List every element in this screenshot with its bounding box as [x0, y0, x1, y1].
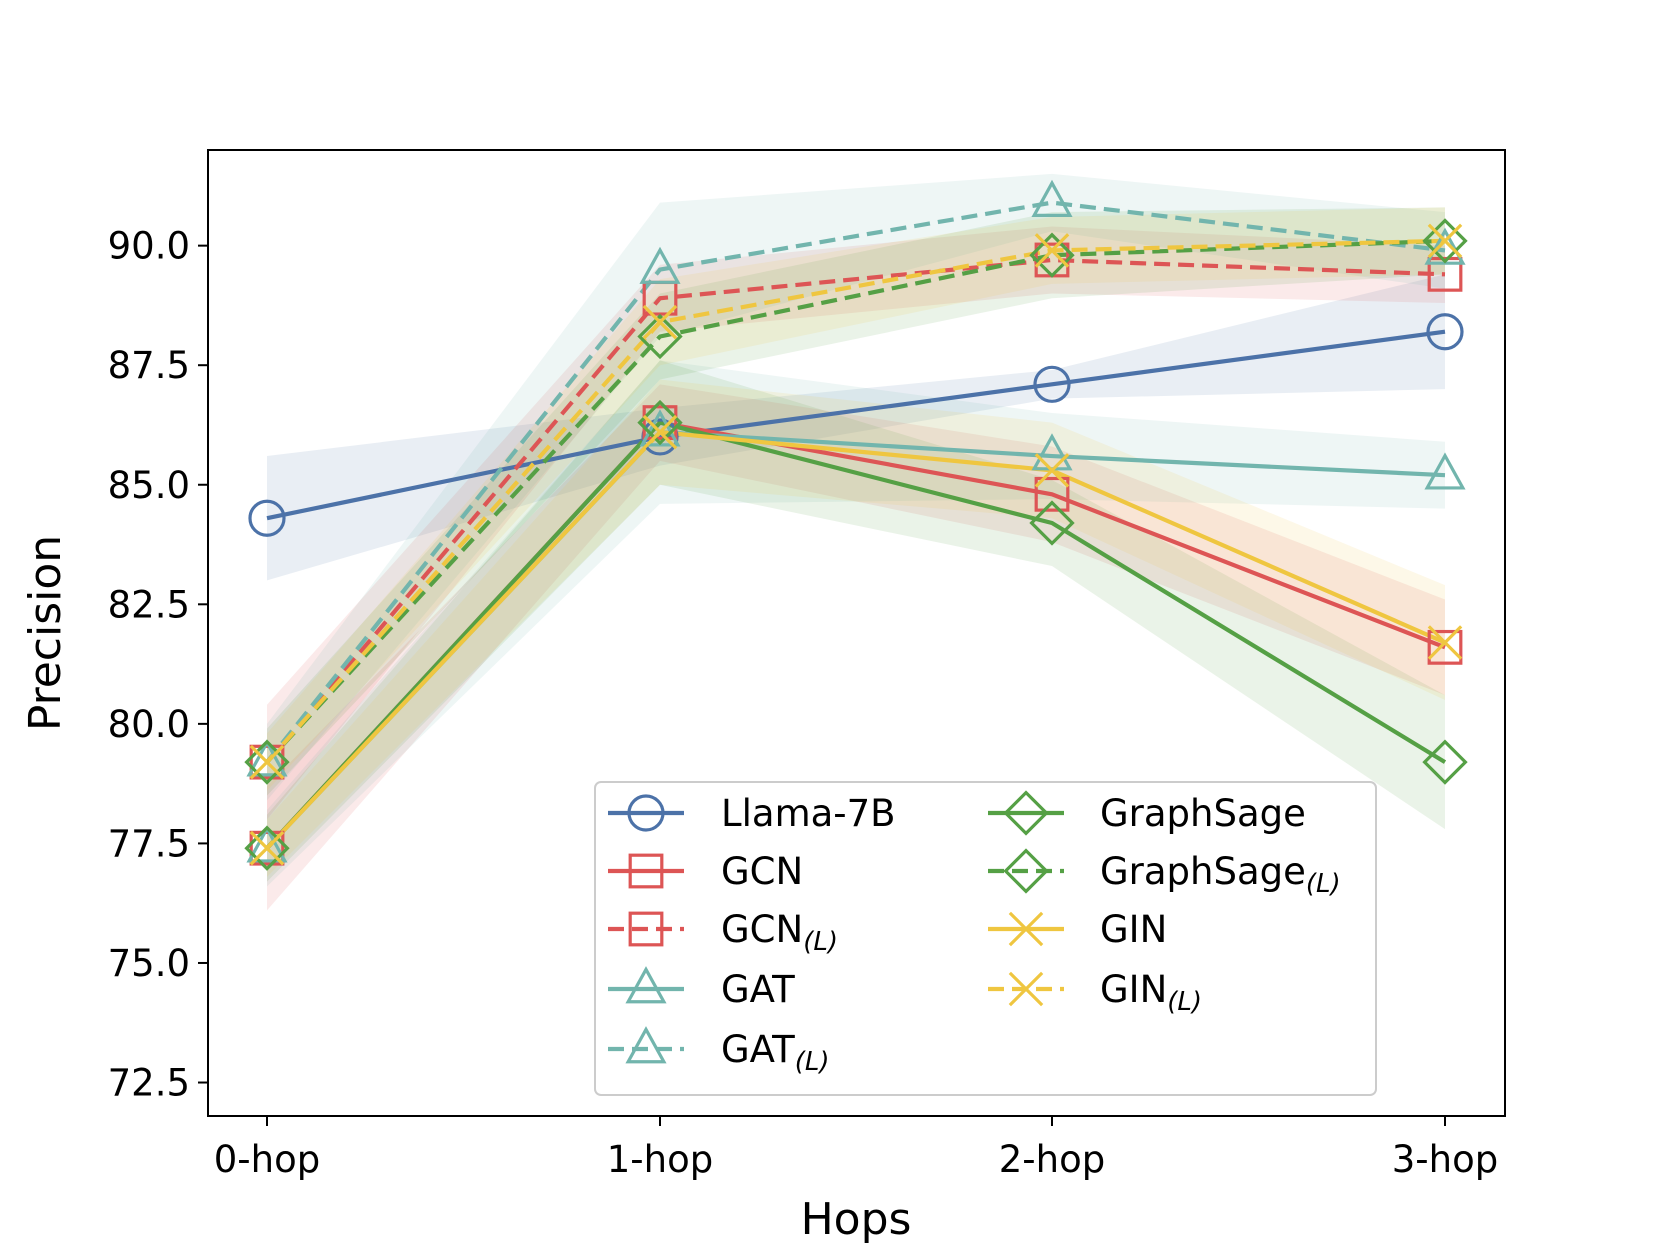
- legend: Llama-7BGCNGCN(L)GATGAT(L)GraphSageGraph…: [594, 781, 1377, 1096]
- legend-label-subscript: (L): [1167, 987, 1202, 1017]
- legend-label-name: GAT: [721, 968, 795, 1011]
- series-markers: [244, 179, 1468, 871]
- legend-label-name: GraphSage: [1100, 792, 1306, 835]
- x-axis-title: Hops: [801, 1194, 912, 1245]
- legend-marker: [1003, 848, 1049, 894]
- y-tick-label: 82.5: [108, 583, 190, 626]
- data-point: [1427, 223, 1463, 259]
- legend-label-subscript: (L): [795, 1047, 830, 1077]
- legend-marker: [1003, 790, 1049, 836]
- legend-marker: [1008, 911, 1044, 947]
- legend-label-name: GraphSage: [1100, 850, 1306, 893]
- series-line: [265, 238, 1446, 764]
- x-tick-label: 1-hop: [607, 1138, 713, 1181]
- data-point: [244, 825, 290, 871]
- data-point: [249, 830, 285, 866]
- legend-label-name: Llama-7B: [721, 792, 896, 835]
- data-point: [1424, 452, 1466, 490]
- series-line: [266, 329, 1446, 521]
- y-tick-label: 87.5: [108, 344, 190, 387]
- confidence-band: [267, 360, 1445, 882]
- data-point: [249, 744, 285, 780]
- data-point: [1034, 233, 1070, 268]
- data-point: [1034, 476, 1070, 512]
- data-point: [1427, 625, 1463, 660]
- series-line: [265, 200, 1446, 764]
- y-tick-label: 90.0: [108, 225, 190, 268]
- y-axis-title: Precision: [20, 535, 71, 731]
- data-point: [246, 739, 288, 777]
- legend-label-subscript: (L): [803, 927, 838, 957]
- legend-marker: [625, 1026, 667, 1064]
- data-point: [642, 304, 678, 340]
- legend-label-subscript: (L): [1306, 869, 1341, 899]
- y-axis: 72.5 75.0 77.5 80.0 82.5 85.0 87.5 90.0: [108, 225, 208, 1105]
- x-axis: 0-hop 1-hop 2-hop 3-hop: [214, 1116, 1498, 1181]
- y-tick-label: 77.5: [108, 822, 190, 865]
- legend-label-name: GAT: [721, 1028, 795, 1071]
- data-point: [246, 825, 288, 863]
- legend-label: GraphSage: [1100, 792, 1306, 835]
- legend-label: GraphSage(L): [1100, 850, 1341, 899]
- confidence-band: [267, 360, 1445, 887]
- series-line: [265, 238, 1446, 764]
- x-tick-label: 2-hop: [999, 1138, 1105, 1181]
- confidence-band: [267, 226, 1445, 820]
- y-tick-label: 80.0: [108, 703, 190, 746]
- data-point: [1031, 179, 1073, 217]
- legend-label-name: GIN: [1100, 908, 1167, 951]
- legend-label: GCN: [721, 850, 803, 893]
- x-tick-label: 0-hop: [214, 1138, 320, 1181]
- confidence-band: [267, 207, 1445, 791]
- data-point: [248, 499, 286, 537]
- data-point: [637, 399, 683, 446]
- data-point: [642, 405, 678, 440]
- data-point: [249, 830, 285, 866]
- confidence-band: [267, 379, 1445, 877]
- data-point: [1034, 453, 1070, 488]
- y-tick-label: 72.5: [108, 1062, 190, 1105]
- series-line: [265, 257, 1446, 764]
- legend-label: GAT: [721, 968, 795, 1011]
- data-point: [1422, 739, 1468, 785]
- series-line: [265, 420, 1447, 850]
- data-point: [637, 313, 683, 360]
- data-point: [1427, 256, 1463, 292]
- data-point: [1422, 218, 1468, 264]
- data-point: [1029, 232, 1075, 278]
- legend-label-name: GCN: [721, 850, 803, 893]
- data-point: [639, 246, 681, 284]
- plot-frame: [207, 149, 1506, 1117]
- legend-label: GCN(L): [721, 908, 838, 957]
- legend-marker: [627, 794, 665, 832]
- legend-marker: [628, 853, 664, 889]
- legend-label-name: GCN: [721, 908, 803, 951]
- legend-box: [594, 781, 1377, 1096]
- y-tick-label: 75.0: [108, 942, 190, 985]
- data-point: [642, 414, 678, 450]
- series-lines: [265, 200, 1447, 850]
- legend-marker: [1008, 971, 1044, 1007]
- legend-label: Llama-7B: [721, 792, 896, 835]
- data-point: [1033, 365, 1071, 403]
- legend-marker: [625, 966, 667, 1004]
- data-point: [249, 744, 285, 780]
- data-point: [1426, 313, 1464, 351]
- legend-label: GAT(L): [721, 1028, 830, 1077]
- data-point: [1029, 500, 1075, 546]
- x-tick-label: 3-hop: [1392, 1138, 1498, 1181]
- data-point: [244, 739, 290, 785]
- y-tick-label: 85.0: [108, 464, 190, 507]
- legend-label-name: GIN: [1100, 968, 1167, 1011]
- legend-marker: [628, 911, 664, 947]
- legend-label: GIN: [1100, 908, 1167, 951]
- legend-label: GIN(L): [1100, 968, 1202, 1017]
- data-point: [1427, 629, 1463, 665]
- series-line: [265, 430, 1446, 850]
- confidence-band: [267, 274, 1445, 581]
